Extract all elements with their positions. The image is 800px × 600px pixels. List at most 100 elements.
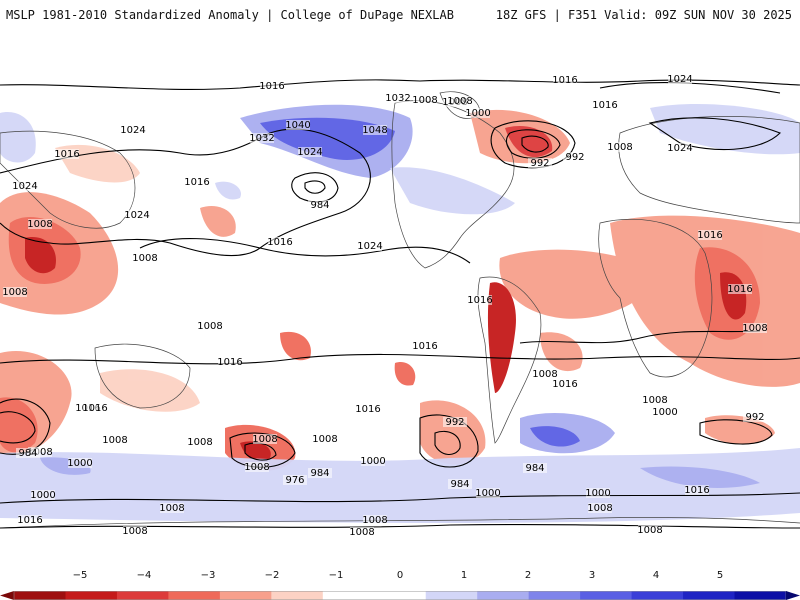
isobar-label: 1008 <box>349 527 374 538</box>
colorbar-max-arrow <box>786 591 800 600</box>
isobar <box>229 432 296 468</box>
isobar-label-bg <box>528 158 552 168</box>
isobar-label: 984 <box>310 468 329 479</box>
colorbar-tick-label: 4 <box>652 570 660 581</box>
isobar-label: 1016 <box>54 149 79 160</box>
isobar <box>0 128 371 257</box>
isobar-label: 992 <box>565 152 584 163</box>
coastline-north-america <box>391 100 515 269</box>
isobar <box>304 180 326 194</box>
isobar-label: 1016 <box>592 100 617 111</box>
isobar-label-bg <box>685 485 709 495</box>
isobar-label: 1008 <box>312 434 337 445</box>
colorbar-swatch <box>580 591 633 600</box>
isobar-label-bg <box>643 395 667 405</box>
isobar-label: 1016 <box>355 404 380 415</box>
isobar-label: 1008 <box>132 253 157 264</box>
isobar-label-bg <box>468 295 492 305</box>
anomaly-region <box>505 125 553 158</box>
isobar-label-bg <box>448 96 472 106</box>
isobar-label: 1008 <box>362 515 387 526</box>
isobar-label-bg <box>668 74 692 84</box>
isobar-label: 1008 <box>532 369 557 380</box>
isobar-label: 992 <box>530 158 549 169</box>
isobar-label: 1000 <box>585 488 610 499</box>
isobar-label-bg <box>413 95 437 105</box>
isobar-label-bg <box>356 404 380 414</box>
isobar-labels: 1024101610321040104810081000984992100810… <box>2 74 768 538</box>
isobar-label: 1008 <box>2 287 27 298</box>
colorbar-tick-label: 1 <box>460 570 468 581</box>
isobar-label: 1032 <box>385 93 410 104</box>
isobar <box>0 411 36 444</box>
anomaly-region <box>540 332 583 372</box>
isobar-label: 976 <box>285 475 304 486</box>
isobar-label: 984 <box>450 479 469 490</box>
colorbar-swatch <box>734 591 787 600</box>
isobar-label-bg <box>250 133 274 143</box>
isobar-label-bg <box>313 434 337 444</box>
isobar-label-bg <box>123 526 147 536</box>
isobar-label-bg <box>286 120 310 130</box>
isobar-label: 1016 <box>727 284 752 295</box>
isobar-label-bg <box>386 93 410 103</box>
isobar-label: 1016 <box>412 341 437 352</box>
isobar-label-bg <box>743 323 767 333</box>
isobar-label: 1008 <box>244 462 269 473</box>
anomaly-region <box>25 237 56 274</box>
isobar-label: 1008 <box>252 434 277 445</box>
isobar-label-bg <box>185 177 209 187</box>
isobar-label-bg <box>308 468 332 478</box>
isobar-label-bg <box>160 503 184 513</box>
isobar <box>419 414 479 468</box>
anomaly-map-svg: 1024101610321040104810081000984992100810… <box>0 74 800 538</box>
colorbar-tick-labels: −5 −4 −3 −2 −1 0 1 2 3 4 5 <box>0 570 800 584</box>
isobar-label-bg <box>553 75 577 85</box>
isobar-label-bg <box>350 527 374 537</box>
isobar-label: 984 <box>18 448 37 459</box>
coastline-antarctica <box>0 517 800 529</box>
isobar-label-bg <box>638 525 662 535</box>
isobar-label-bg <box>448 479 472 489</box>
isobar-label-bg <box>653 407 677 417</box>
isobar-label: 1016 <box>259 81 284 92</box>
isobar-label: 1008 <box>637 525 662 536</box>
colorbar-tick-label: 3 <box>588 570 596 581</box>
isobar-label: 1024 <box>120 125 145 136</box>
colorbar-tick-label: 5 <box>716 570 724 581</box>
isobar-label: 1024 <box>357 241 382 252</box>
isobar-label: 1016 <box>82 403 107 414</box>
isobar-label-bg <box>298 147 322 157</box>
isobar-label: 1024 <box>297 147 322 158</box>
colorbar: −5 −4 −3 −2 −1 0 1 2 3 4 5 <box>0 570 800 600</box>
isobar-label: 1016 <box>17 515 42 526</box>
isobar-label: 1040 <box>285 120 310 131</box>
isobar-label: 1024 <box>12 181 37 192</box>
colorbar-tick-label: −1 <box>328 570 344 581</box>
colorbar-tick-label: −2 <box>264 570 280 581</box>
isobar <box>648 117 781 151</box>
isobar-label-bg <box>553 379 577 389</box>
isobar-label-bg <box>198 321 222 331</box>
isobar-label-bg <box>3 287 27 297</box>
colorbar-tick-label: −4 <box>136 570 152 581</box>
isobar <box>519 330 761 344</box>
isobar-label-bg <box>608 142 632 152</box>
anomaly-region <box>0 448 800 523</box>
coastlines <box>0 91 800 529</box>
isobar-label-bg <box>13 181 37 191</box>
map-header: MSLP 1981-2010 Standardized Anomaly | Co… <box>0 0 800 30</box>
isobar-label-bg <box>253 434 277 444</box>
coastline-africa <box>598 218 713 378</box>
colorbar-swatch <box>168 591 221 600</box>
isobar <box>139 238 471 264</box>
isobar-label: 1016 <box>467 295 492 306</box>
isobar-label-bg <box>563 152 587 162</box>
anomaly-region <box>280 331 311 361</box>
isobar-label: 1008 <box>159 503 184 514</box>
world-map[interactable]: 1024101610321040104810081000984992100810… <box>0 73 800 547</box>
isobar-label: 1024 <box>124 210 149 221</box>
isobar-label: 1008 <box>447 96 472 107</box>
isobar-label: 1008 <box>27 219 52 230</box>
isobar-label-bg <box>55 149 79 159</box>
